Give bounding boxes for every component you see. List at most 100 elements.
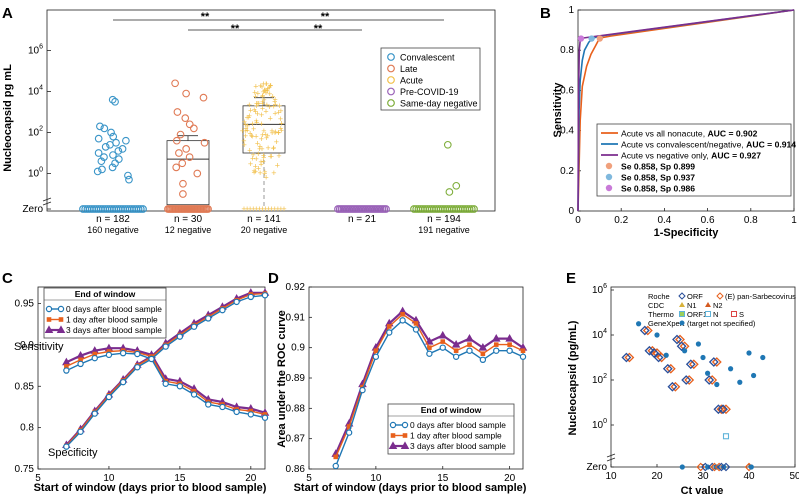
panel-a-point-late [171,79,179,88]
panel-a-point-acute: + [256,164,261,174]
panel-a-point-acute: + [243,126,248,136]
panel-a-point-acute: + [267,81,272,91]
panel-e-legend-marker [705,311,711,317]
panel-e-legend-marker [678,292,686,300]
panel-a-point-acute: + [243,124,248,134]
panel-a-point-acute: + [254,154,259,164]
panel-c-sensitivity-marker [162,380,169,387]
panel-d-auc-marker [491,333,501,342]
panel-a-point-acute: + [269,151,274,161]
panel-d-auc-marker [453,348,459,353]
panel-a-point-convalescent [114,155,123,163]
panel-d-auc-marker [493,347,500,354]
panel-b-ytick-label: 0.8 [560,45,574,56]
panel-e-point-roche-e [675,334,685,345]
panel-b-operating-point [588,35,595,42]
panel-c-specificity-marker [247,293,255,301]
panel-b-legend-point-label: Se 0.858, Sp 0.986 [621,184,695,194]
panel-e-point-genexpert [714,381,720,388]
panel-a-point-late [178,159,187,168]
panel-d-auc-marker [345,429,353,436]
panel-c-sensitivity-marker [105,351,113,359]
panel-c-sensitivity-marker [119,349,127,357]
panel-e-zero-point [748,464,754,470]
panel-a-point-acute: + [255,109,260,119]
panel-a-point-acute: + [252,105,257,115]
panel-a-zero-point: + [257,204,262,214]
panel-d-auc-marker [412,326,420,333]
panel-a-point-acute: + [257,141,262,151]
panel-label-c: C [2,270,13,287]
panel-a-point-acute: + [273,99,278,109]
panel-c-specificity-marker [148,355,155,363]
panel-e-point-roche-e [684,375,695,385]
panel-a-point-convalescent [118,145,127,153]
panel-a-zero-point [382,205,390,213]
panel-a-zero-point: + [269,204,274,214]
panel-a-point-convalescent [97,157,106,166]
panel-a-point-late [172,136,181,145]
panel-d-auc-marker [386,324,392,329]
panel-a-point-acute: + [265,84,270,94]
panel-e-legend-label: N [713,310,718,319]
panel-e-legend-group: CDC [648,301,665,310]
panel-a-legend-marker [387,53,395,61]
panel-a-negative-label: 20 negative [241,225,288,235]
panel-d-legend-box [387,403,515,455]
panel-e-zero-point [714,464,720,470]
panel-c-specificity-marker [105,393,113,401]
panel-e-legend-label: S [739,310,744,319]
panel-c-specificity-marker [134,364,141,371]
panel-d-legend-title: End of window [421,405,482,415]
panel-a-legend-label: Same-day negative [400,99,478,109]
panel-e-zero-point [696,462,706,472]
panel-e-point-genexpert [682,348,688,354]
panel-c-specificity-marker [190,323,198,330]
panel-a-point-convalescent [94,134,103,143]
panel-b-roc-line [577,9,795,212]
panel-e-point-genexpert [751,372,757,379]
panel-d-auc-marker [386,329,393,336]
panel-a-point-acute: + [254,116,259,126]
panel-a-point-acute: + [279,126,284,136]
panel-d-auc-marker [478,343,488,351]
panel-b-legend-marker [605,184,613,192]
panel-a-significance-star: ** [321,11,330,23]
panel-a-point-acute: + [273,94,278,104]
panel-a-point-convalescent [106,140,114,149]
panel-b-legend-label: Acute vs convalescent/negative, AUC = 0.… [621,140,796,150]
panel-a-point-late [172,163,181,172]
panel-a-count-label: n = 30 [174,214,203,225]
panel-a-point-convalescent [108,163,117,172]
panel-c-specificity-note: Specificity [48,447,98,459]
panel-b-legend-marker [605,173,613,181]
panel-a-point-acute: + [247,100,252,110]
panel-d-ytick-label: 0.89 [286,373,306,384]
panel-a-point-acute: + [254,99,259,109]
panel-a-zero-point [136,205,145,213]
panel-a-point-convalescent [96,122,104,131]
panel-c-legend-box [43,287,167,339]
panel-a-point-acute: + [259,144,264,154]
panel-a-point-acute: + [278,123,283,133]
panel-a-zero-point [465,205,474,213]
panel-e-axis-break [606,453,616,462]
panel-c-xlabel: Start of window (days prior to blood sam… [34,482,267,494]
panel-c-xtick-label: 15 [174,473,186,484]
panel-e-xlabel: Ct value [681,485,724,497]
panel-a-point-acute: + [254,118,259,128]
panel-a-point-same-day [445,188,454,196]
panel-d-legend-sample-marker [388,441,398,449]
panel-a-point-acute: + [263,107,268,117]
panel-a-point-acute: + [243,131,248,141]
panel-a-significance-star: ** [201,11,210,23]
panel-c-legend-sample-marker [56,325,66,333]
panel-b-legend-point-label: Se 0.858, Sp 0.937 [621,173,695,183]
panel-c-sensitivity-marker [233,408,240,416]
panel-a-point-acute: + [254,101,259,111]
panel-a-point-acute: + [247,111,252,121]
panel-a-point-acute: + [261,157,266,167]
panel-a-point-convalescent [109,132,118,141]
panel-a-point-acute: + [240,126,245,136]
panel-d-auc-marker [467,342,472,347]
